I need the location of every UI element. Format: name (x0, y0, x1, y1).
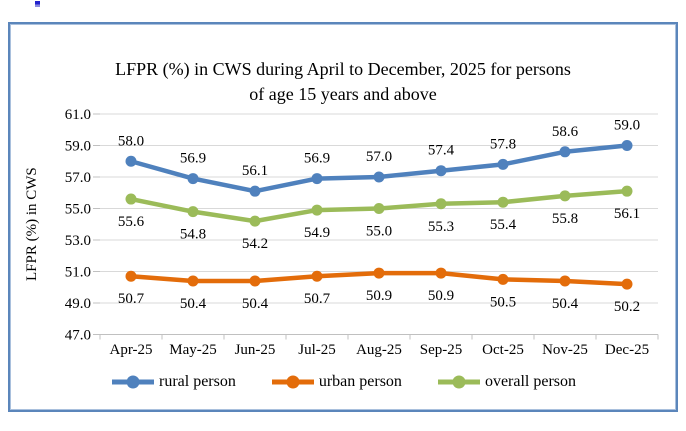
legend-label: rural person (158, 373, 236, 390)
series-point-urban-person (373, 267, 385, 279)
x-tick-label: Sep-25 (420, 342, 463, 358)
data-label: 57.8 (490, 136, 516, 152)
series-point-urban-person (249, 275, 261, 287)
data-label: 50.7 (304, 291, 331, 307)
series-point-overall-person (559, 190, 571, 202)
series-point-overall-person (497, 196, 509, 208)
data-label: 50.4 (180, 296, 207, 312)
x-tick-label: Nov-25 (542, 342, 588, 358)
series-point-overall-person (125, 193, 137, 205)
series-point-rural-person (187, 173, 199, 185)
y-tick-label: 55.0 (65, 202, 91, 218)
data-label: 55.0 (366, 224, 392, 240)
data-label: 50.5 (490, 294, 516, 310)
y-tick-label: 47.0 (65, 328, 91, 344)
x-tick-label: Jul-25 (298, 342, 336, 358)
data-label: 54.8 (180, 227, 206, 243)
series-point-urban-person (559, 275, 571, 287)
data-label: 57.4 (428, 143, 455, 159)
x-tick-label: Oct-25 (482, 342, 524, 358)
legend: rural person urban person overall person (10, 373, 676, 391)
legend-line-dot-icon (437, 375, 480, 389)
chart-title-line-2: of age 15 years and above (249, 84, 437, 104)
data-label: 50.4 (552, 296, 579, 312)
x-tick-label: Apr-25 (109, 342, 152, 358)
data-label: 58.6 (552, 124, 579, 140)
series-point-urban-person (435, 267, 447, 279)
x-tick-label: Aug-25 (356, 342, 402, 358)
series-point-urban-person (125, 270, 137, 282)
y-tick-label: 57.0 (65, 170, 91, 186)
data-label: 50.9 (428, 288, 454, 304)
y-tick-label: 49.0 (65, 296, 91, 312)
x-tick-label: Jun-25 (235, 342, 276, 358)
series-point-rural-person (125, 155, 137, 167)
legend-label: overall person (484, 373, 577, 390)
series-point-rural-person (249, 185, 261, 197)
series-point-overall-person (373, 203, 385, 214)
series-point-rural-person (497, 158, 509, 170)
data-label: 55.4 (490, 217, 517, 233)
legend-item-urban-person[interactable]: urban person (270, 373, 402, 391)
series-point-rural-person (373, 171, 385, 183)
series-point-urban-person (311, 270, 323, 282)
data-label: 58.0 (118, 133, 144, 149)
data-label: 55.3 (428, 219, 454, 235)
data-label: 56.1 (614, 206, 640, 222)
y-tick-label: 59.0 (65, 139, 91, 155)
data-label: 55.6 (118, 214, 145, 230)
series-point-urban-person (621, 278, 633, 290)
series-point-overall-person (311, 204, 323, 216)
legend-label: urban person (318, 373, 402, 390)
series-point-urban-person (497, 273, 509, 285)
data-label: 56.1 (242, 163, 268, 179)
data-label: 56.9 (304, 151, 330, 167)
y-tick-label: 53.0 (65, 233, 91, 249)
chart-frame: LFPR (%) in CWS during April to December… (8, 22, 678, 412)
series-point-rural-person (621, 140, 633, 151)
stray-ink-mark (35, 1, 40, 7)
series-point-rural-person (311, 173, 323, 185)
chart-title: LFPR (%) in CWS during April to December… (10, 57, 676, 107)
data-label: 55.8 (552, 211, 578, 227)
x-tick-label: May-25 (169, 342, 217, 358)
y-tick-label: 51.0 (65, 265, 91, 281)
data-label: 54.2 (242, 236, 268, 252)
data-label: 50.2 (614, 299, 640, 315)
series-point-overall-person (249, 215, 261, 227)
data-label: 50.9 (366, 288, 392, 304)
legend-line-dot-icon (271, 375, 314, 389)
data-label: 50.7 (118, 291, 145, 307)
data-label: 50.4 (242, 296, 269, 312)
data-label: 56.9 (180, 151, 206, 167)
y-tick-label: 61.0 (65, 107, 91, 123)
series-point-overall-person (621, 185, 633, 197)
data-label: 57.0 (366, 149, 392, 165)
legend-item-rural-person[interactable]: rural person (110, 373, 236, 391)
plot-area: 47.0 49.0 51.0 53.0 55.0 57.0 59.0 61.0 Apr-25 Ma… (65, 107, 659, 358)
series-point-overall-person (435, 198, 447, 210)
series-point-rural-person (559, 146, 571, 158)
chart-title-line-1: LFPR (%) in CWS during April to December… (115, 59, 571, 79)
legend-item-overall-person[interactable]: overall person (436, 373, 576, 391)
x-tick-label: Dec-25 (605, 342, 649, 358)
series-point-urban-person (187, 275, 199, 287)
data-label: 54.9 (304, 225, 330, 241)
series-point-rural-person (435, 165, 447, 177)
series-point-overall-person (187, 206, 199, 218)
data-label: 59.0 (614, 118, 640, 134)
legend-line-dot-icon (111, 375, 154, 389)
